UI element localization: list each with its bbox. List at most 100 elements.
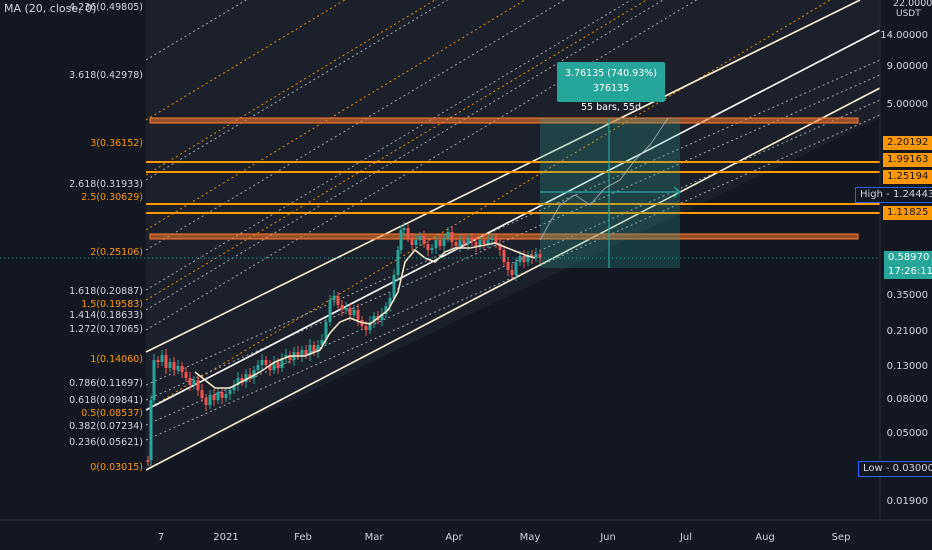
candle (184, 372, 188, 378)
fib-label: 1.618(0.20887) (69, 286, 143, 297)
candle (188, 378, 192, 385)
candle (438, 240, 442, 246)
countdown-tag: 17:26:11 (884, 265, 932, 279)
fib-label: 2(0.25106) (90, 247, 143, 258)
candle (276, 362, 280, 368)
measure-change: 3.76135 (740.93%) 376135 (565, 68, 657, 94)
candle (192, 380, 196, 385)
fib-orange-dotted-lines (145, 0, 831, 411)
candle (410, 238, 414, 245)
fib-label: 1.272(0.17065) (69, 324, 143, 335)
candle (454, 242, 458, 246)
candle (164, 355, 168, 368)
candle (344, 308, 348, 310)
currency-label[interactable]: USDT (896, 9, 921, 19)
fib-label: 1(0.14060) (90, 354, 143, 365)
channel-solid-lines (145, 0, 881, 471)
candle (220, 392, 224, 398)
candle (336, 296, 340, 305)
candle (152, 360, 156, 400)
candle (240, 378, 244, 382)
candle (402, 228, 406, 230)
fib-label: 0.5(0.08537) (81, 408, 143, 419)
price-tick: 14.00000 (880, 30, 928, 41)
candle (244, 374, 248, 382)
price-tag-level-3: 1.25194 (883, 170, 932, 184)
candle (446, 232, 450, 238)
price-axis[interactable]: 14.00000 9.00000 5.00000 0.35000 0.21000… (880, 30, 928, 507)
resistance-zone-bottom (149, 233, 859, 240)
candle (384, 306, 388, 314)
price-tick: 0.08000 (887, 394, 928, 405)
low-tag: Low - 0.03000 (858, 461, 932, 477)
candlesticks (146, 222, 542, 466)
candle (196, 380, 200, 390)
candle (268, 365, 272, 370)
candle (522, 256, 526, 262)
candle (392, 275, 396, 298)
time-tick: Feb (294, 532, 312, 543)
time-tick: Jul (679, 532, 692, 543)
candle (474, 242, 478, 246)
candle (272, 362, 276, 370)
time-tick: May (520, 532, 541, 543)
candle (466, 238, 470, 244)
price-tick: 0.01900 (887, 496, 928, 507)
indicator-label[interactable]: MA (20, close, 0) (4, 2, 97, 15)
candle (434, 240, 438, 248)
candle (340, 305, 344, 310)
candle (470, 238, 474, 242)
candle (388, 298, 392, 306)
candle (462, 240, 466, 244)
candle (320, 340, 324, 345)
measure-arrow (673, 186, 681, 198)
candle (312, 345, 316, 352)
candle (324, 322, 328, 340)
candle (208, 395, 212, 405)
horizontal-levels (146, 161, 880, 214)
candle (442, 238, 446, 246)
candle (160, 355, 164, 362)
candle (212, 395, 216, 400)
price-tick: 0.21000 (887, 326, 928, 337)
fib-label: 3(0.36152) (90, 138, 143, 149)
candle (168, 362, 172, 368)
price-tick: 5.00000 (887, 99, 928, 110)
candle (264, 360, 268, 365)
candle (248, 374, 252, 378)
candle (356, 310, 360, 320)
fib-label: 0.618(0.09841) (69, 395, 143, 406)
fib-label: 1.5(0.19583) (81, 299, 143, 310)
candle (280, 358, 284, 368)
candle (300, 350, 304, 356)
time-tick: 7 (158, 532, 164, 543)
candle (296, 352, 300, 356)
candle (486, 240, 490, 244)
candle (406, 228, 410, 238)
candle (538, 254, 542, 258)
fib-label: 4.236(0.49805) (69, 2, 143, 13)
candle (180, 366, 184, 372)
candle (146, 460, 150, 462)
candle (430, 248, 434, 250)
measure-duration: 55 bars, 55d (581, 102, 641, 113)
candle (260, 360, 264, 365)
price-tag-level-1: 2.20192 (883, 136, 932, 150)
fib-label: 3.618(0.42978) (69, 70, 143, 81)
candle (396, 250, 400, 275)
fib-labels: 4.236(0.49805) 3.618(0.42978) 3(0.36152)… (69, 2, 143, 473)
projection-path (539, 117, 669, 241)
candle (252, 370, 256, 378)
candle (518, 256, 522, 262)
time-axis[interactable]: 7 2021 Feb Mar Apr May Jun Jul Aug Sep (158, 532, 851, 543)
time-tick: Aug (755, 532, 775, 543)
candle (380, 314, 384, 320)
candle (510, 270, 514, 275)
fib-label: 0.236(0.05621) (69, 437, 143, 448)
candle (328, 300, 332, 322)
candle (232, 385, 236, 390)
candle (458, 240, 462, 246)
candle (418, 236, 422, 240)
candle (236, 378, 240, 385)
